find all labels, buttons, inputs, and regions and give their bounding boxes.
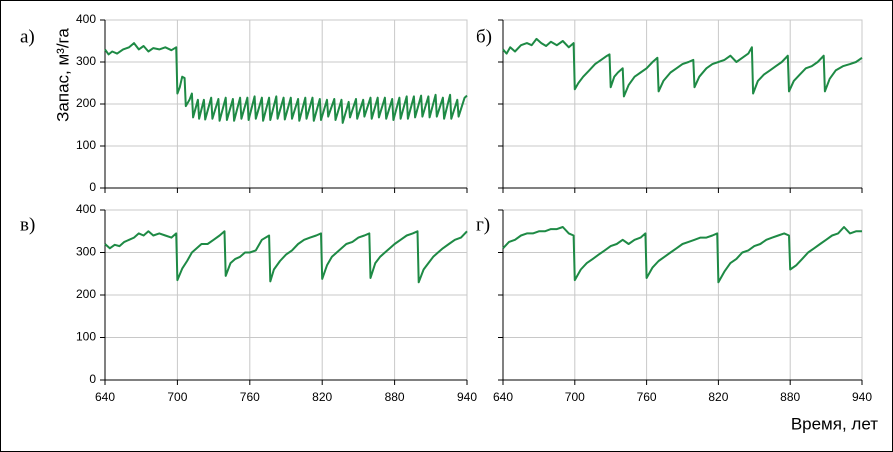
y-tick-label: 200	[76, 287, 96, 301]
x-tick-label: 880	[385, 390, 405, 404]
x-tick-label: 760	[240, 390, 260, 404]
y-tick-label: 0	[89, 372, 96, 386]
x-tick-label: 640	[95, 390, 115, 404]
x-tick-label: 820	[312, 390, 332, 404]
y-tick-label: 400	[76, 202, 96, 216]
x-tick-label: 700	[565, 390, 585, 404]
x-axis-label: Время, лет	[791, 414, 878, 433]
panel-label: в)	[20, 214, 35, 235]
y-tick-label: 0	[89, 180, 96, 194]
x-tick-label: 640	[493, 390, 513, 404]
panel-label: а)	[20, 26, 35, 47]
x-tick-label: 940	[852, 390, 872, 404]
x-tick-label: 940	[457, 390, 477, 404]
x-tick-label: 700	[167, 390, 187, 404]
series-line	[502, 37, 863, 98]
panel-label: б)	[476, 26, 492, 47]
series-line	[104, 42, 468, 124]
y-tick-label: 100	[76, 330, 96, 344]
panel-label: г)	[476, 214, 490, 235]
series-line	[502, 226, 862, 284]
y-tick-label: 300	[76, 54, 96, 68]
y-tick-label: 200	[76, 96, 96, 110]
x-tick-label: 880	[780, 390, 800, 404]
y-axis-label: Запас, м³/га	[53, 28, 72, 122]
x-tick-label: 760	[637, 390, 657, 404]
series-line	[104, 230, 468, 284]
y-tick-label: 100	[76, 138, 96, 152]
x-tick-label: 820	[708, 390, 728, 404]
y-tick-label: 300	[76, 245, 96, 259]
y-tick-label: 400	[76, 12, 96, 26]
